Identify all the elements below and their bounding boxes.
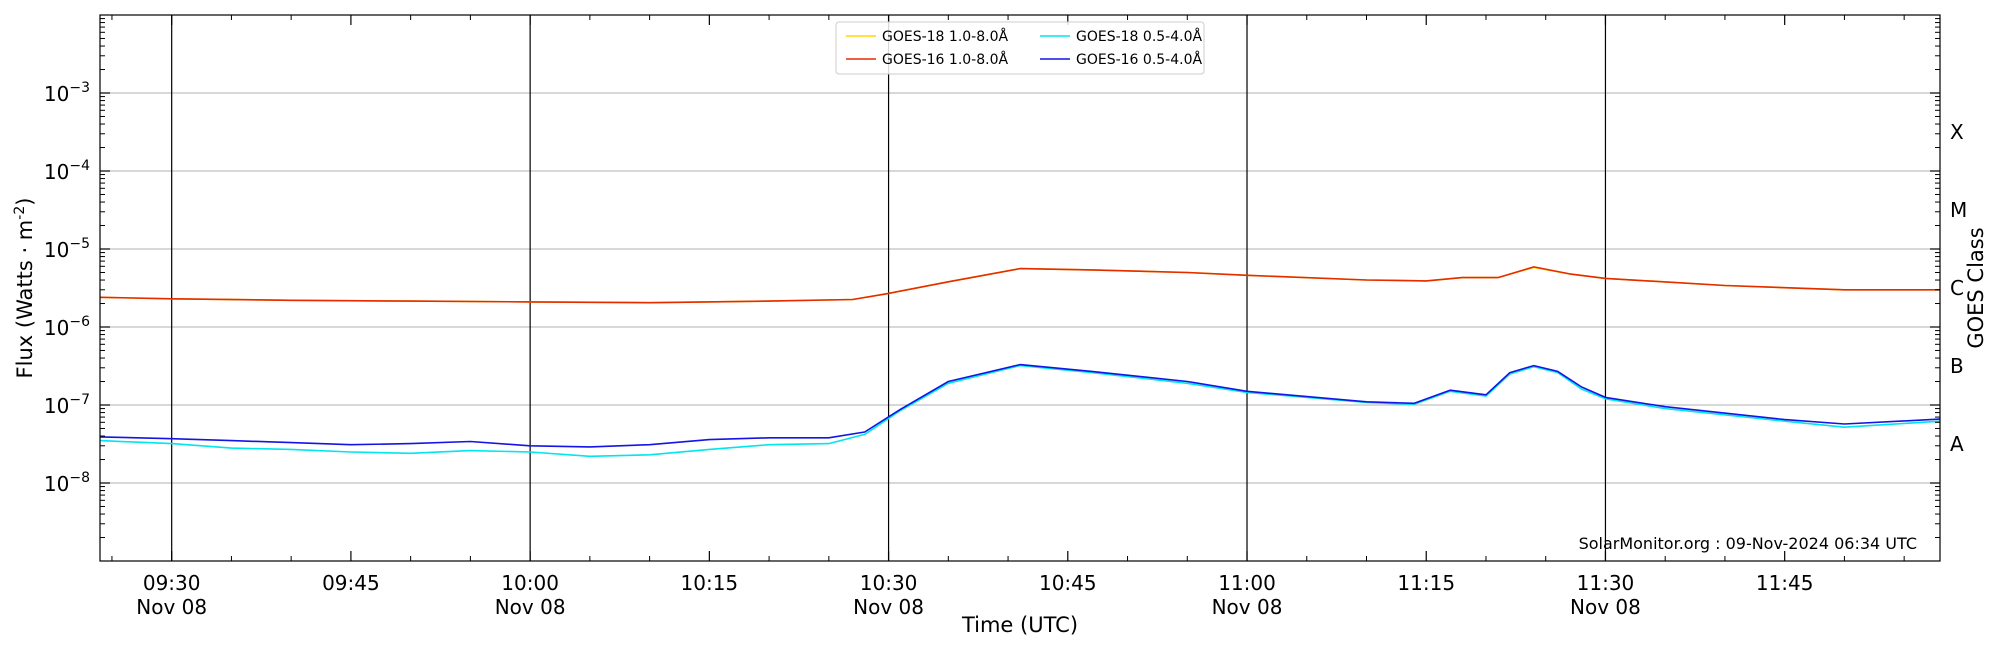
y-tick-exponent: −6 [69, 314, 90, 330]
y-tick-exponent: −7 [69, 392, 90, 408]
y-axis-title-main: Flux (Watts · m [13, 220, 37, 379]
day-marker-lines [171, 15, 1607, 561]
y-axis-title-close: ) [13, 198, 37, 206]
x-tick-label: 10:45 [1039, 571, 1097, 595]
legend-box [835, 21, 1205, 75]
goes-class-label: C [1950, 276, 1964, 300]
y-tick-exponent: −3 [69, 80, 90, 96]
plot-frame [99, 14, 1941, 562]
y-axis-title: Flux (Watts · m-2) [12, 198, 37, 379]
series-line-0 [99, 266, 1940, 304]
x-tick-label: 10:00 [501, 571, 559, 595]
x-axis-title: Time (UTC) [961, 613, 1078, 637]
series-line-1 [99, 266, 1940, 304]
x-tick-date-label: Nov 08 [136, 595, 207, 619]
x-tick-date-label: Nov 08 [853, 595, 924, 619]
y-tick-base: 10 [44, 316, 69, 340]
legend-label: GOES-18 1.0-8.0Å [882, 28, 1008, 45]
x-tick-label: 10:30 [860, 571, 918, 595]
series-layer [99, 266, 1941, 458]
x-tick-label: 11:15 [1397, 571, 1455, 595]
legend-label: GOES-16 1.0-8.0Å [882, 51, 1008, 68]
y-tick-label: 10−6 [44, 314, 90, 340]
grid-layer [100, 92, 1940, 484]
x-tick-date-label: Nov 08 [1570, 595, 1641, 619]
y-tick-label: 10−5 [44, 236, 90, 262]
y-tick-base: 10 [44, 160, 69, 184]
x-tick-label: 11:30 [1577, 571, 1635, 595]
y-tick-exponent: −8 [69, 470, 90, 486]
x-tick-date-label: Nov 08 [495, 595, 566, 619]
y-axis-title-exponent: -2 [12, 206, 28, 220]
x-tick-label: 11:45 [1756, 571, 1814, 595]
y-tick-label: 10−8 [44, 470, 90, 496]
y-tick-base: 10 [44, 394, 69, 418]
x-tick-label: 10:15 [681, 571, 739, 595]
y-tick-label: 10−3 [44, 80, 90, 106]
y-tick-base: 10 [44, 82, 69, 106]
y-tick-base: 10 [44, 472, 69, 496]
legend-label: GOES-18 0.5-4.0Å [1076, 28, 1202, 45]
x-tick-label: 11:00 [1218, 571, 1276, 595]
y-tick-exponent: −4 [69, 158, 90, 174]
legend: GOES-18 1.0-8.0Å GOES-16 1.0-8.0Å GOES-18 … [835, 21, 1205, 75]
legend-items: GOES-18 1.0-8.0Å GOES-16 1.0-8.0Å GOES-18 … [846, 28, 1202, 68]
x-tick-date-label: Nov 08 [1212, 595, 1283, 619]
legend-label: GOES-16 0.5-4.0Å [1076, 51, 1202, 68]
series-line-3 [99, 363, 1941, 448]
x-tick-label: 09:45 [322, 571, 380, 595]
goes-class-label: A [1950, 432, 1964, 456]
goes-class-label: M [1950, 198, 1967, 222]
goes-class-label: X [1950, 120, 1964, 144]
series-line-2 [99, 364, 1941, 458]
tick-layer [100, 15, 1940, 561]
y2-axis-title: GOES Class [1964, 227, 1988, 348]
y-tick-label: 10−7 [44, 392, 90, 418]
y-tick-exponent: −5 [69, 236, 90, 252]
goes-class-label: B [1950, 354, 1964, 378]
watermark: SolarMonitor.org : 09-Nov-2024 06:34 UTC [1579, 534, 1917, 553]
x-tick-label: 09:30 [143, 571, 201, 595]
y-tick-label: 10−4 [44, 158, 90, 184]
y-tick-base: 10 [44, 238, 69, 262]
